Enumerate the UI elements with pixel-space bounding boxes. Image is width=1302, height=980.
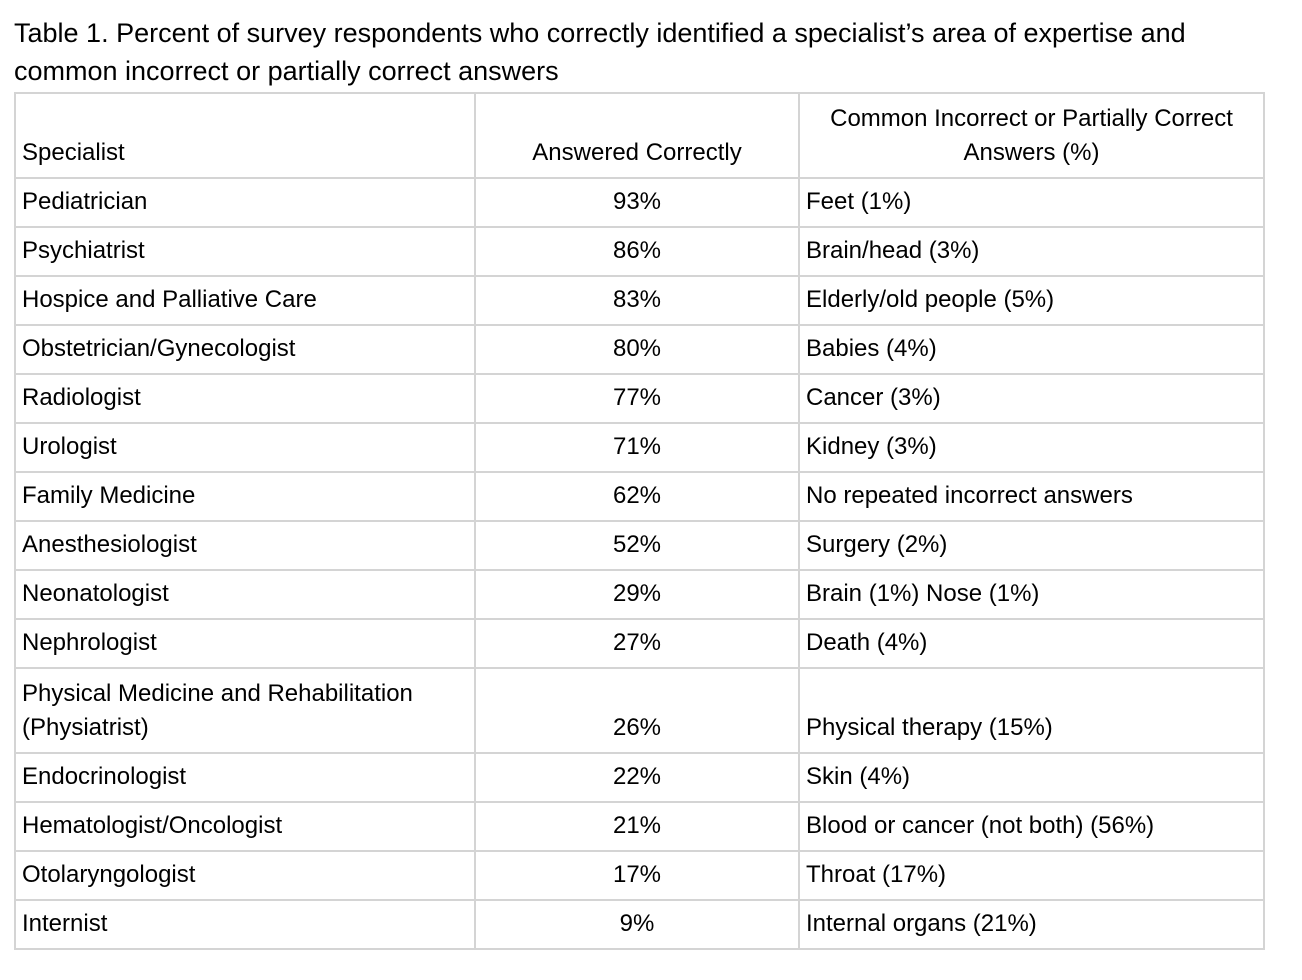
specialist-cell: Physical Medicine and Rehabilitation (Ph…: [14, 667, 476, 754]
specialist-cell: Endocrinologist: [14, 752, 476, 803]
header-common-incorrect: Common Incorrect or Partially Correct An…: [798, 92, 1265, 179]
answered-correctly-cell: 17%: [474, 850, 800, 901]
common-incorrect-cell: Surgery (2%): [798, 520, 1265, 571]
answered-correctly-cell: 93%: [474, 177, 800, 228]
answered-correctly-cell: 71%: [474, 422, 800, 473]
common-incorrect-cell: No repeated incorrect answers: [798, 471, 1265, 522]
answered-correctly-cell: 77%: [474, 373, 800, 424]
specialist-cell: Pediatrician: [14, 177, 476, 228]
answered-correctly-cell: 27%: [474, 618, 800, 669]
common-incorrect-cell: Babies (4%): [798, 324, 1265, 375]
answered-correctly-cell: 22%: [474, 752, 800, 803]
table-row: Nephrologist 27% Death (4%): [14, 618, 1265, 669]
table-row: Psychiatrist 86% Brain/head (3%): [14, 226, 1265, 277]
specialist-cell: Radiologist: [14, 373, 476, 424]
specialist-cell: Urologist: [14, 422, 476, 473]
answered-correctly-cell: 21%: [474, 801, 800, 852]
specialist-cell: Hospice and Palliative Care: [14, 275, 476, 326]
specialist-table: Specialist Answered Correctly Common Inc…: [14, 92, 1265, 950]
specialist-cell: Hematologist/Oncologist: [14, 801, 476, 852]
answered-correctly-cell: 9%: [474, 899, 800, 950]
table-row: Urologist 71% Kidney (3%): [14, 422, 1265, 473]
specialist-cell: Anesthesiologist: [14, 520, 476, 571]
table-row: Endocrinologist 22% Skin (4%): [14, 752, 1265, 803]
table-row: Physical Medicine and Rehabilitation (Ph…: [14, 667, 1265, 754]
common-incorrect-cell: Blood or cancer (not both) (56%): [798, 801, 1265, 852]
table-row: Hematologist/Oncologist 21% Blood or can…: [14, 801, 1265, 852]
answered-correctly-cell: 62%: [474, 471, 800, 522]
specialist-cell: Obstetrician/Gynecologist: [14, 324, 476, 375]
answered-correctly-cell: 26%: [474, 667, 800, 754]
table-row: Pediatrician 93% Feet (1%): [14, 177, 1265, 228]
table-caption: Table 1. Percent of survey respondents w…: [14, 18, 1186, 86]
table-row: Anesthesiologist 52% Surgery (2%): [14, 520, 1265, 571]
common-incorrect-cell: Internal organs (21%): [798, 899, 1265, 950]
answered-correctly-cell: 80%: [474, 324, 800, 375]
common-incorrect-cell: Death (4%): [798, 618, 1265, 669]
answered-correctly-cell: 29%: [474, 569, 800, 620]
table-row: Obstetrician/Gynecologist 80% Babies (4%…: [14, 324, 1265, 375]
table-row: Family Medicine 62% No repeated incorrec…: [14, 471, 1265, 522]
specialist-cell: Internist: [14, 899, 476, 950]
answered-correctly-cell: 86%: [474, 226, 800, 277]
common-incorrect-cell: Brain/head (3%): [798, 226, 1265, 277]
answered-correctly-cell: 83%: [474, 275, 800, 326]
common-incorrect-cell: Cancer (3%): [798, 373, 1265, 424]
specialist-cell: Nephrologist: [14, 618, 476, 669]
specialist-cell: Psychiatrist: [14, 226, 476, 277]
header-specialist: Specialist: [14, 92, 476, 179]
common-incorrect-cell: Throat (17%): [798, 850, 1265, 901]
specialist-cell: Otolaryngologist: [14, 850, 476, 901]
specialist-cell: Family Medicine: [14, 471, 476, 522]
common-incorrect-cell: Elderly/old people (5%): [798, 275, 1265, 326]
table-row: Radiologist 77% Cancer (3%): [14, 373, 1265, 424]
common-incorrect-cell: Skin (4%): [798, 752, 1265, 803]
common-incorrect-cell: Feet (1%): [798, 177, 1265, 228]
header-answered-correctly: Answered Correctly: [474, 92, 800, 179]
common-incorrect-cell: Physical therapy (15%): [798, 667, 1265, 754]
common-incorrect-cell: Kidney (3%): [798, 422, 1265, 473]
specialist-cell: Neonatologist: [14, 569, 476, 620]
answered-correctly-cell: 52%: [474, 520, 800, 571]
table-row: Otolaryngologist 17% Throat (17%): [14, 850, 1265, 901]
table-row: Neonatologist 29% Brain (1%) Nose (1%): [14, 569, 1265, 620]
table-header-row: Specialist Answered Correctly Common Inc…: [14, 92, 1265, 179]
table-row: Hospice and Palliative Care 83% Elderly/…: [14, 275, 1265, 326]
table-row: Internist 9% Internal organs (21%): [14, 899, 1265, 950]
common-incorrect-cell: Brain (1%) Nose (1%): [798, 569, 1265, 620]
